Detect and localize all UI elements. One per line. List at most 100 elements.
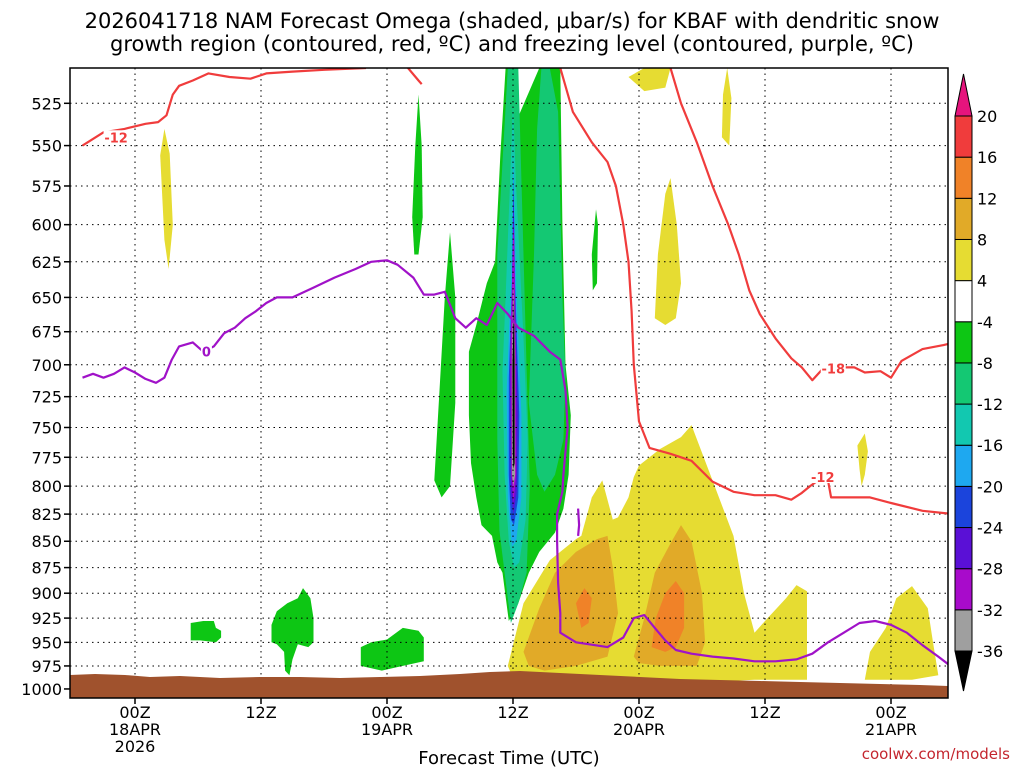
colorbar-swatch-3 xyxy=(954,485,973,529)
y-tick-label-5: 650 xyxy=(31,288,62,307)
y-tick-label-4: 625 xyxy=(31,253,62,272)
x-tick-label-6-1: 21APR xyxy=(865,720,917,739)
colorbar-bottom-arrow xyxy=(954,650,973,692)
colorbar-swatch-8 xyxy=(954,280,973,323)
red-contour-line-2 xyxy=(669,68,948,382)
colorbar-label-7: -12 xyxy=(977,395,1003,414)
x-tick-label-3-0: 12Z xyxy=(497,703,528,722)
colorbar-label-12: -32 xyxy=(977,601,1003,620)
colorbar-swatch-0 xyxy=(954,609,973,652)
omega-region-18 xyxy=(190,621,222,643)
colorbar-swatch-7 xyxy=(954,321,973,364)
y-tick-label-10: 775 xyxy=(31,448,62,467)
red-contour-label-bg-0 xyxy=(103,130,129,144)
y-tick-label-3: 600 xyxy=(31,216,62,235)
colorbar-label-9: -20 xyxy=(977,477,1003,496)
plot-frame xyxy=(69,67,949,699)
purple-contour-label-0: 0 xyxy=(202,346,211,361)
credit-text: coolwx.com/models xyxy=(862,745,1010,763)
colorbar-label-5: -4 xyxy=(977,313,993,332)
omega-region-6 xyxy=(160,128,173,269)
omega-region-3 xyxy=(654,178,681,325)
purple-contour-label-bg-0 xyxy=(200,344,212,358)
y-tick-label-12: 825 xyxy=(31,505,62,524)
freezing-level-contours: 0 xyxy=(82,259,948,666)
colorbar-swatch-1 xyxy=(954,568,973,611)
colorbar-label-8: -16 xyxy=(977,436,1003,455)
colorbar-label-11: -28 xyxy=(977,560,1003,579)
omega-region-16 xyxy=(360,627,424,671)
x-tick-label-0-0: 00Z xyxy=(119,703,150,722)
omega-region-8 xyxy=(523,535,618,671)
red-contour-label-bg-2 xyxy=(820,361,846,375)
omega-region-15 xyxy=(591,209,598,291)
y-tick-label-18: 975 xyxy=(31,657,62,676)
x-tick-label-4-0: 00Z xyxy=(623,703,654,722)
chart-title-line-1: 2026041718 NAM Forecast Omega (shaded, μ… xyxy=(85,9,940,33)
colorbar-swatch-5 xyxy=(954,403,973,446)
y-tick-label-0: 525 xyxy=(31,94,62,113)
colorbar-label-0: 20 xyxy=(977,107,997,126)
grid-lines xyxy=(70,68,948,698)
red-contour-label-bg-3 xyxy=(810,470,836,484)
chart-title-line-2: growth region (contoured, red, ºC) and f… xyxy=(110,32,914,56)
omega-region-4 xyxy=(721,68,732,146)
x-tick-label-2-0: 00Z xyxy=(371,703,402,722)
x-tick-label-5-0: 12Z xyxy=(749,703,780,722)
y-tick-label-15: 900 xyxy=(31,584,62,603)
omega-region-14 xyxy=(412,94,423,255)
colorbar-label-1: 16 xyxy=(977,148,997,167)
y-tick-label-17: 950 xyxy=(31,633,62,652)
colorbar-swatch-9 xyxy=(954,238,973,282)
x-tick-label-6-0: 00Z xyxy=(875,703,906,722)
x-tick-label-0-1: 18APR xyxy=(109,720,161,739)
red-contour-label-2: -18 xyxy=(822,363,846,378)
y-tick-label-9: 750 xyxy=(31,418,62,437)
colorbar-label-4: 4 xyxy=(977,272,987,291)
x-tick-label-2-1: 19APR xyxy=(361,720,413,739)
colorbar-label-6: -8 xyxy=(977,354,993,373)
colorbar-label-10: -24 xyxy=(977,519,1003,538)
omega-region-2 xyxy=(581,480,613,536)
y-tick-label-6: 675 xyxy=(31,323,62,342)
y-axis-ticks: 525 550 575 600 625 650 675 700 725 750 775 800 825 8… xyxy=(21,94,70,699)
colorbar-swatch-11 xyxy=(954,156,973,199)
plot-area: -12 -18 -12 0 xyxy=(70,68,948,698)
y-tick-label-16: 925 xyxy=(31,609,62,628)
omega-region-7 xyxy=(857,433,868,487)
y-tick-label-14: 875 xyxy=(31,559,62,578)
x-axis-label: Forecast Time (UTC) xyxy=(418,748,599,768)
omega-region-1 xyxy=(864,586,939,680)
colorbar-swatch-12 xyxy=(954,115,973,158)
omega-shading xyxy=(160,68,939,682)
colorbar-swatch-6 xyxy=(954,362,973,405)
y-tick-label-11: 800 xyxy=(31,477,62,496)
colorbar-label-2: 12 xyxy=(977,189,997,208)
y-tick-label-7: 700 xyxy=(31,356,62,375)
colorbar-swatch-2 xyxy=(954,527,973,570)
terrain-ground xyxy=(70,671,948,698)
dendritic-growth-contours: -12 -18 -12 xyxy=(81,68,948,515)
x-tick-label-4-1: 20APR xyxy=(613,720,665,739)
y-tick-label-13: 850 xyxy=(31,532,62,551)
x-tick-label-1-0: 12Z xyxy=(245,703,276,722)
red-contour-label-0: -12 xyxy=(104,131,128,146)
red-contour-line-1 xyxy=(407,68,423,85)
y-tick-label-19: 1000 xyxy=(21,680,62,699)
colorbar-swatch-4 xyxy=(954,444,973,487)
colorbar-label-3: 8 xyxy=(977,230,987,249)
red-contour-line-3 xyxy=(559,68,948,515)
omega-region-20 xyxy=(528,68,566,492)
omega-region-17 xyxy=(271,588,314,676)
red-contour-label-3: -12 xyxy=(811,471,835,486)
purple-contour-line-0 xyxy=(82,259,948,666)
x-tick-label-0-2: 2026 xyxy=(115,737,156,756)
colorbar-top-arrow xyxy=(954,73,973,117)
colorbar-swatch-10 xyxy=(954,197,973,240)
colorbar: 20 16 12 8 4 -4 -8 -12 -16 -20 -24 -28 -32 -36 xyxy=(954,73,1003,692)
y-tick-label-8: 725 xyxy=(31,388,62,407)
y-tick-label-2: 575 xyxy=(31,177,62,196)
colorbar-label-13: -36 xyxy=(977,642,1003,661)
